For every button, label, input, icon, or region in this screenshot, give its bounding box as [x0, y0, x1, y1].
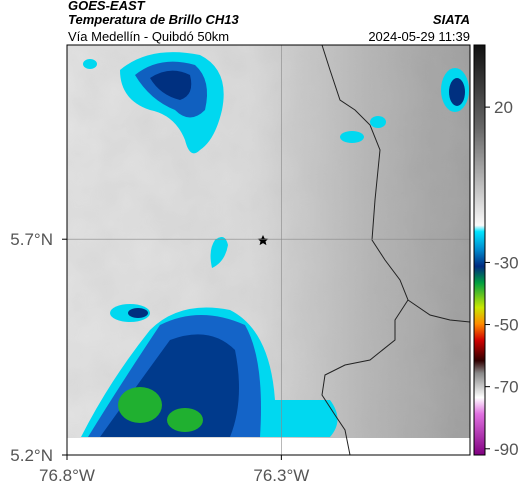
colorbar-tick-label: -70 [494, 378, 519, 397]
y-tick-label: 5.2°N [10, 446, 53, 465]
timestamp: 2024-05-29 11:39 [368, 29, 470, 44]
subtitle: Temperatura de Brillo CH13 [68, 12, 240, 27]
source: SIATA [433, 12, 470, 27]
colorbar-tick-label: -30 [494, 253, 519, 272]
x-tick-label: 76.3°W [253, 466, 309, 485]
colorbar-tick-label: -90 [494, 440, 519, 459]
x-tick-label: 76.8°W [39, 466, 95, 485]
colorbar [473, 44, 486, 456]
location: Vía Medellín - Quibdó 50km [68, 29, 229, 44]
colorbar-tick-label: 20 [494, 98, 513, 117]
y-tick-label: 5.7°N [10, 230, 53, 249]
title: GOES-EAST [68, 0, 146, 13]
colorbar-tick-label: -50 [494, 316, 519, 335]
map-frame [66, 44, 471, 456]
map-image [67, 45, 470, 455]
